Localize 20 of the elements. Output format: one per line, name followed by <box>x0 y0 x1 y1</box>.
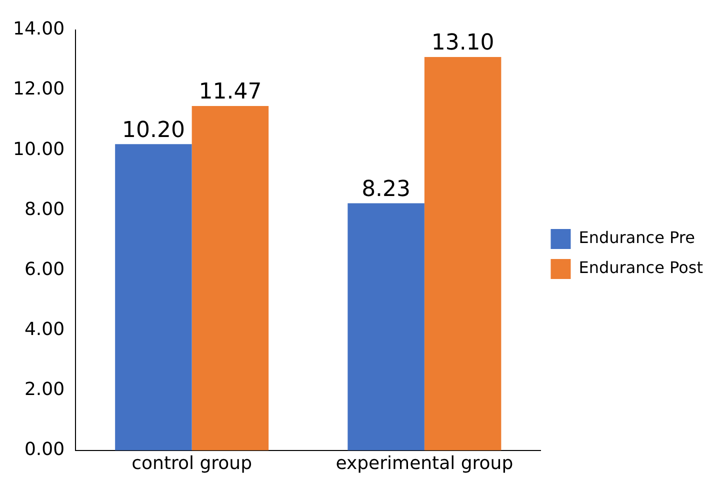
y-tick-label: 8.00 <box>24 198 65 220</box>
bar <box>115 144 192 450</box>
x-tick-label: experimental group <box>336 452 514 474</box>
x-tick-label: control group <box>132 452 252 474</box>
y-tick-label: 0.00 <box>24 439 65 460</box>
y-tick-label: 10.00 <box>13 138 65 160</box>
y-tick-label: 14.00 <box>13 18 65 40</box>
text: 10.20 <box>122 118 185 143</box>
legend-label: Endurance Post <box>578 258 704 278</box>
y-tick-label: 12.00 <box>13 78 65 100</box>
text: 13.10 <box>431 30 494 56</box>
y-tick-label: 2.00 <box>24 379 65 400</box>
y-tick-label: 4.00 <box>24 318 65 340</box>
bar <box>348 203 424 450</box>
bar <box>192 106 269 450</box>
bar <box>424 57 502 450</box>
text: 11.47 <box>198 80 262 105</box>
y-tick-label: 6.00 <box>24 258 65 280</box>
text: 8.23 <box>362 176 411 202</box>
legend-label: Endurance Pre <box>578 228 695 248</box>
